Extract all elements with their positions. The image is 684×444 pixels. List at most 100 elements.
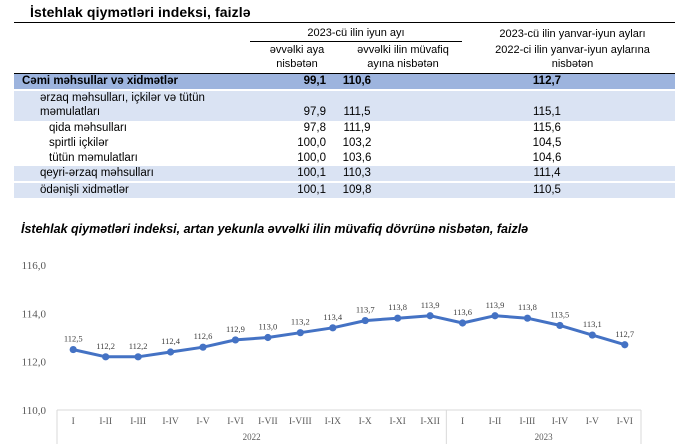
- data-point: [231, 336, 240, 344]
- data-label: 113,5: [550, 309, 569, 319]
- row-value-monthly: 97,9: [303, 106, 326, 118]
- row-value-monthly: 100,0: [297, 137, 326, 149]
- data-label: 113,0: [258, 322, 277, 332]
- x-tick-label: I-VII: [258, 417, 278, 427]
- data-label: 113,1: [583, 319, 602, 329]
- y-tick-label: 112,0: [22, 357, 47, 369]
- data-point: [523, 314, 532, 322]
- row-value-ytd: 115,6: [533, 122, 561, 134]
- row-value-ytd: 110,5: [533, 184, 561, 196]
- x-tick-label: I-V: [586, 417, 599, 427]
- row-value-yoy: 103,2: [342, 137, 372, 149]
- data-point: [102, 353, 110, 361]
- data-label: 112,2: [129, 341, 148, 351]
- x-tick-label: I-VI: [617, 417, 633, 427]
- data-label: 112,9: [226, 324, 245, 334]
- row-value-yoy: 111,9: [343, 122, 371, 134]
- data-label: 113,9: [421, 300, 440, 310]
- series-line: [72, 314, 626, 359]
- table-row: Cəmi məhsullar və xidmətlər 99,1 110,6 1…: [14, 74, 675, 89]
- row-value-monthly: 100,1: [297, 184, 326, 196]
- col1-header: əvvəlki aya nisbətən: [250, 43, 344, 71]
- data-point: [264, 333, 272, 342]
- col1-header-line2: nisbətən: [276, 58, 318, 70]
- row-label: tütün məmulatları: [49, 152, 138, 164]
- data-label: 113,8: [388, 302, 407, 312]
- table-row: tütün məmulatları 100,0 103,6 104,6: [14, 151, 675, 166]
- row-label-cont: məmulatları: [40, 106, 101, 118]
- data-labels: 112,5 112,2 112,2 112,4 112,6 112,9 113,0 113,2…: [64, 300, 634, 351]
- data-point: [134, 353, 142, 361]
- row-value-monthly: 100,1: [297, 167, 326, 179]
- col2-header: əvvəlki ilin müvafiq ayına nisbətən: [338, 43, 468, 71]
- row-value-yoy: 110,6: [342, 75, 372, 87]
- data-label: 113,8: [518, 302, 537, 312]
- row-value-ytd: 104,6: [532, 152, 562, 164]
- data-point: [361, 316, 369, 325]
- data-label: 113,6: [453, 307, 472, 317]
- row-value-monthly: 97,8: [303, 122, 326, 134]
- table-row: qeyri-ərzaq məhsulları 100,1 110,3 111,4: [14, 166, 675, 181]
- row-label: qeyri-ərzaq məhsulları: [40, 167, 154, 179]
- data-point: [621, 341, 629, 349]
- x-group-label: 2023: [535, 432, 554, 442]
- row-value-yoy: 111,5: [343, 106, 371, 118]
- x-tick-label: I: [461, 417, 464, 427]
- row-label: ərzaq məhsulları, içkilər və tütün: [40, 92, 205, 104]
- x-tick-label: I-XI: [389, 417, 405, 427]
- title-rule: [14, 22, 675, 23]
- data-label: 112,4: [161, 336, 181, 346]
- group-header: 2023-cü ilin iyun ayı: [307, 27, 405, 39]
- row-value-ytd: 112,7: [532, 75, 562, 87]
- data-label: 112,7: [615, 329, 634, 339]
- col2-header-line2: ayına nisbətən: [367, 58, 439, 70]
- x-tick-label: I-XII: [420, 417, 440, 427]
- x-tick-label: I-IV: [552, 417, 568, 427]
- data-label: 112,2: [96, 341, 115, 351]
- row-label: spirtli içkilər: [49, 137, 109, 149]
- col3-header-line3: nisbətən: [551, 58, 594, 70]
- data-points: [69, 312, 629, 361]
- y-tick-label: 116,0: [22, 260, 47, 272]
- row-value-ytd: 111,4: [533, 167, 561, 179]
- col2-header-line1: əvvəlki ilin müvafiq: [357, 44, 449, 56]
- x-group-label: 2022: [243, 432, 261, 442]
- group-header-rule: [250, 41, 462, 42]
- x-tick-label: I-VI: [227, 417, 243, 427]
- data-point: [166, 348, 175, 356]
- row-value-yoy: 103,6: [342, 152, 372, 164]
- data-point: [69, 345, 77, 354]
- x-tick-label: I-III: [520, 417, 536, 427]
- data-label: 113,4: [323, 312, 343, 322]
- y-axis: 110,0 112,0 114,0 116,0: [22, 260, 47, 417]
- x-tick-label: I-X: [359, 417, 372, 427]
- x-tick-label: I-III: [130, 417, 146, 427]
- row-label: qida məhsulları: [49, 122, 127, 134]
- data-label: 112,5: [64, 334, 83, 344]
- row-label: Cəmi məhsullar və xidmətlər: [22, 75, 178, 87]
- chart-title: İstehlak qiymətləri indeksi, artan yekun…: [21, 222, 529, 236]
- row-value-monthly: 99,1: [303, 75, 326, 87]
- data-point: [556, 321, 564, 330]
- table-row: ərzaq məhsulları, içkilər və tütün məmul…: [14, 91, 675, 121]
- y-tick-label: 114,0: [22, 308, 47, 320]
- table-title: İstehlak qiymətləri indeksi, faizlə: [30, 4, 251, 20]
- x-tick-label: I-II: [99, 417, 112, 427]
- data-label: 113,7: [356, 305, 375, 315]
- y-tick-label: 110,0: [22, 405, 47, 417]
- col3-header-line2: 2022-ci ilin yanvar-iyun aylarına: [495, 44, 650, 56]
- data-point: [394, 314, 402, 322]
- table-row: qida məhsulları 97,8 111,9 115,6: [14, 121, 675, 136]
- col3-header-line1: 2023-cü ilin yanvar-iyun ayları: [499, 28, 646, 40]
- x-tick-label: I-VIII: [289, 417, 312, 427]
- row-value-yoy: 109,8: [342, 184, 372, 196]
- data-label: 113,2: [291, 317, 310, 327]
- row-value-ytd: 104,5: [532, 137, 562, 149]
- data-label: 112,6: [194, 331, 213, 341]
- data-point: [426, 312, 434, 320]
- x-tick-label: I: [72, 417, 75, 427]
- table-row: ödənişli xidmətlər 100,1 109,8 110,5: [14, 183, 675, 198]
- x-tick-label: I-II: [489, 417, 502, 427]
- header-rule: [14, 73, 675, 74]
